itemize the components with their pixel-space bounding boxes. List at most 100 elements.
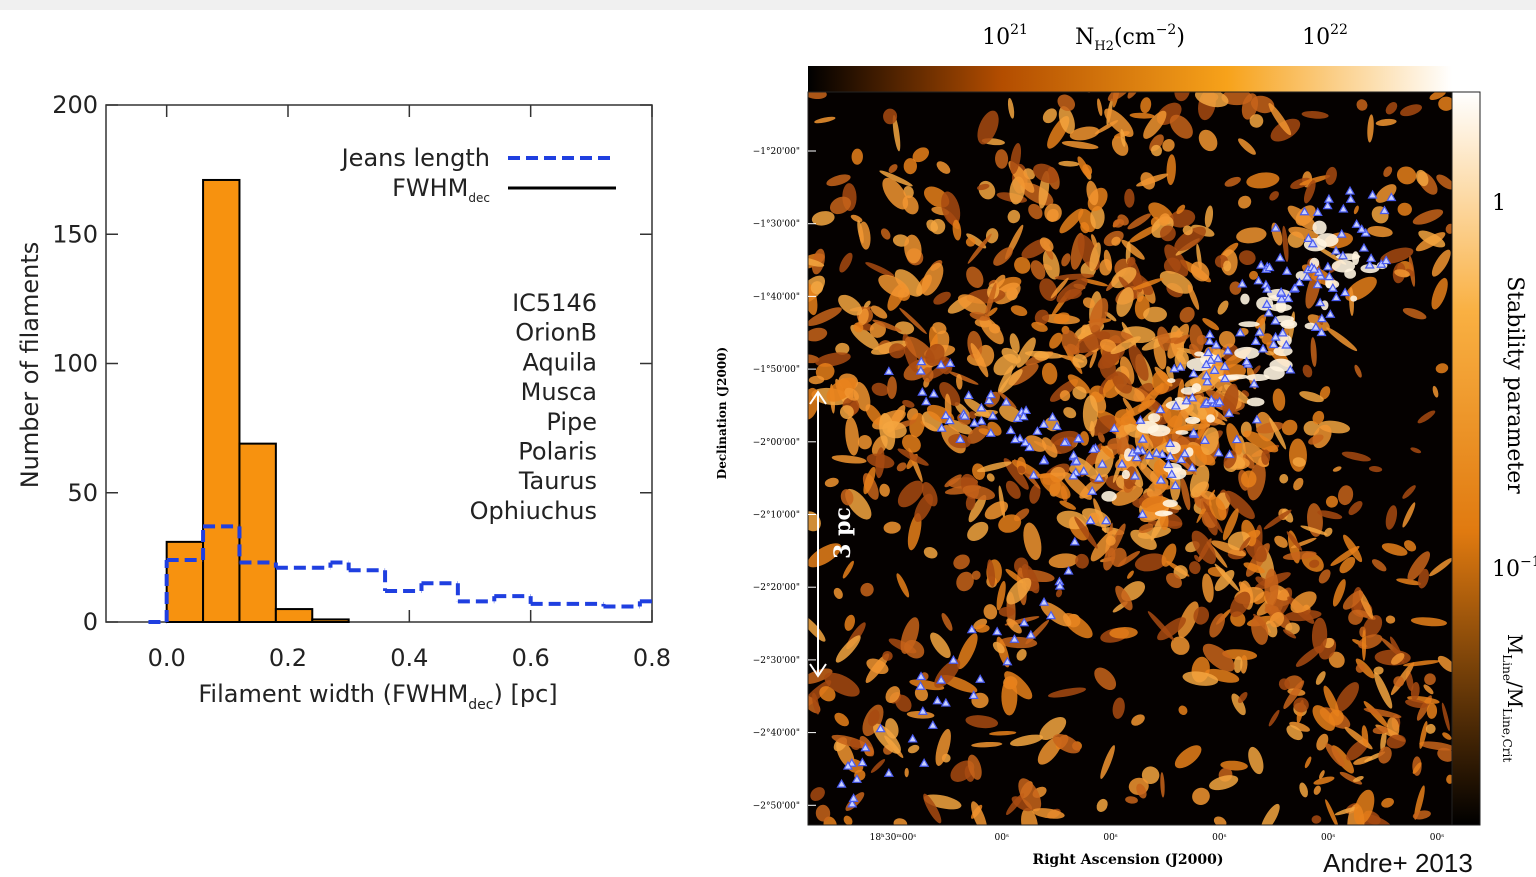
map-blob [1233, 656, 1243, 673]
map-blob [1437, 655, 1452, 673]
map-blob [1402, 485, 1416, 499]
map-blob [1435, 363, 1449, 374]
map-blob [1021, 563, 1040, 594]
map-blob [1282, 551, 1317, 560]
map-blob [1352, 776, 1364, 783]
map-blob [1397, 202, 1412, 216]
map-blob [1014, 256, 1031, 274]
map-triangle [1131, 452, 1142, 462]
map-blob [930, 632, 951, 659]
map-blob [1238, 195, 1252, 209]
map-blob [1243, 430, 1279, 453]
map-blob [1009, 333, 1020, 354]
map-blob [1299, 782, 1308, 798]
map-triangle [1222, 345, 1233, 355]
dataset-label: Taurus [518, 467, 597, 495]
map-triangle [1303, 233, 1314, 242]
dec-tick-label: −2°30'00" [753, 656, 800, 666]
map-triangle [1202, 376, 1213, 386]
map-triangle [1088, 444, 1099, 453]
map-blob [1260, 803, 1280, 825]
map-triangle [1094, 472, 1105, 482]
map-blob [1353, 205, 1359, 215]
label-part: ) [1176, 25, 1185, 50]
map-triangle [1386, 192, 1397, 202]
map-blob [904, 767, 909, 778]
map-triangle [1204, 336, 1215, 345]
map-blob [892, 115, 901, 152]
map-blob [1150, 144, 1163, 157]
map-blob [839, 405, 854, 419]
map-blob [1111, 236, 1121, 246]
map-highlight [1273, 346, 1293, 357]
map-triangle [1261, 299, 1272, 308]
map-highlight [1101, 491, 1117, 502]
map-blob [1222, 649, 1258, 661]
map-blob [1308, 559, 1320, 568]
map-triangle [860, 742, 871, 752]
map-blob [1375, 184, 1397, 203]
map-triangle [1078, 466, 1089, 475]
map-blob [907, 744, 920, 754]
map-triangle [915, 681, 926, 690]
map-highlight [1148, 413, 1161, 423]
colorbar-top-high: 1022 [1302, 22, 1348, 50]
map-blob [1055, 589, 1063, 598]
map-blob [878, 274, 910, 298]
map-blob [1189, 561, 1201, 575]
map-blob [1128, 343, 1149, 381]
map-highlight [1191, 383, 1202, 393]
map-blob [870, 305, 888, 319]
map-triangle [1028, 469, 1039, 479]
label-sup: −2 [1156, 22, 1177, 38]
map-blob [1089, 242, 1101, 272]
map-triangle [1340, 287, 1351, 297]
map-blob [1059, 390, 1071, 402]
x-tick-label: 0.2 [269, 644, 307, 672]
map-blob [962, 485, 996, 501]
map-blob [1061, 140, 1099, 150]
map-blob [986, 473, 995, 482]
map-blob [860, 582, 874, 597]
map-blob [1402, 502, 1416, 528]
map-triangle [1045, 610, 1057, 620]
dec-tick-label: −2°40'00" [753, 729, 800, 739]
map-blob [1082, 297, 1095, 309]
map-blob [1238, 250, 1256, 266]
map-blob [824, 477, 839, 488]
map-blob [956, 571, 974, 592]
map-blob [1166, 573, 1182, 589]
map-highlight [1167, 378, 1176, 383]
map-blob [1412, 209, 1444, 225]
map-blob [829, 196, 852, 215]
map-blob [1138, 523, 1154, 534]
map-blob [1299, 175, 1331, 186]
map-blob [1034, 309, 1050, 326]
label-sup: 21 [1010, 22, 1028, 38]
dec-tick-label: −2°10'00" [753, 511, 800, 521]
map-blob [923, 546, 938, 559]
map-blob [1402, 307, 1427, 320]
map-blob [1368, 466, 1383, 473]
colorbar-right-low: 10−1 [1492, 554, 1536, 582]
map-blob [1261, 333, 1273, 345]
map-highlight [1312, 220, 1327, 235]
map-blob [1011, 796, 1033, 812]
colorbar-top-label: NH2(cm−2) [1075, 22, 1185, 54]
map-triangle [1170, 480, 1181, 490]
map-triangle [1364, 259, 1375, 269]
map-triangle [1010, 434, 1021, 444]
map-blob [1238, 138, 1256, 155]
map-blob [1157, 326, 1171, 351]
ra-axis-label: Right Ascension (J2000) [1032, 852, 1223, 868]
map-triangle [1381, 255, 1392, 265]
map-blob [1286, 531, 1303, 551]
map-blob [1202, 318, 1220, 331]
map-triangle [1299, 206, 1310, 216]
map-blob [1214, 570, 1235, 592]
map-blob [1263, 509, 1292, 530]
dec-axis-label: Declination (J2000) [715, 347, 729, 479]
map-blob [907, 513, 922, 551]
map-blob [998, 606, 1016, 617]
map-blob [1316, 733, 1329, 751]
